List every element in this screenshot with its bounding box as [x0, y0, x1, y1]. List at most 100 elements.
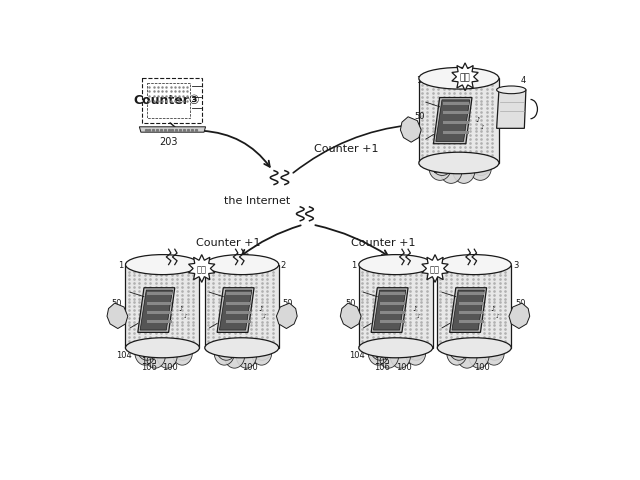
Polygon shape [140, 128, 205, 133]
Ellipse shape [236, 344, 257, 368]
Text: ♪: ♪ [258, 305, 262, 312]
Text: Counter +1: Counter +1 [196, 238, 260, 248]
Polygon shape [359, 265, 433, 348]
Ellipse shape [378, 344, 399, 368]
Text: 100: 100 [396, 362, 412, 372]
Polygon shape [380, 293, 405, 296]
Ellipse shape [359, 338, 433, 358]
Text: 100: 100 [242, 362, 257, 372]
Text: 100: 100 [452, 164, 468, 173]
Ellipse shape [158, 328, 178, 353]
Polygon shape [380, 302, 405, 305]
Text: 100: 100 [163, 362, 178, 372]
Ellipse shape [470, 146, 492, 171]
Polygon shape [459, 302, 484, 305]
Text: 1: 1 [118, 260, 123, 269]
Ellipse shape [125, 255, 200, 275]
Ellipse shape [145, 344, 165, 368]
Ellipse shape [237, 328, 257, 353]
Ellipse shape [405, 340, 426, 365]
Ellipse shape [406, 331, 427, 356]
Polygon shape [227, 311, 251, 314]
Polygon shape [419, 79, 499, 164]
Ellipse shape [135, 340, 155, 365]
Text: ♪: ♪ [476, 116, 481, 122]
Text: 104: 104 [116, 350, 132, 359]
Text: ♪: ♪ [179, 305, 183, 312]
Ellipse shape [365, 331, 385, 356]
Ellipse shape [205, 255, 279, 275]
Polygon shape [143, 79, 202, 124]
Polygon shape [227, 293, 251, 296]
Ellipse shape [442, 144, 464, 168]
Ellipse shape [216, 336, 236, 360]
Ellipse shape [447, 340, 467, 365]
Ellipse shape [370, 336, 390, 360]
Ellipse shape [214, 340, 234, 365]
Ellipse shape [457, 344, 477, 368]
Ellipse shape [497, 87, 526, 95]
Text: 2: 2 [280, 260, 285, 269]
Text: 203: 203 [159, 136, 178, 146]
Polygon shape [205, 265, 279, 348]
Ellipse shape [137, 336, 157, 360]
Ellipse shape [437, 338, 511, 358]
Polygon shape [450, 288, 486, 333]
Ellipse shape [437, 255, 511, 275]
Ellipse shape [470, 328, 490, 353]
Polygon shape [147, 293, 172, 296]
Ellipse shape [468, 344, 489, 368]
Text: ♪: ♪ [412, 305, 417, 312]
Ellipse shape [406, 336, 426, 360]
Polygon shape [147, 84, 190, 119]
Text: 50: 50 [414, 112, 425, 121]
Text: ♪: ♪ [490, 305, 495, 312]
Ellipse shape [458, 328, 479, 353]
Ellipse shape [449, 336, 469, 360]
Text: Counter +1: Counter +1 [314, 144, 379, 153]
Text: ♪: ♪ [183, 313, 187, 318]
Polygon shape [437, 265, 511, 348]
Polygon shape [147, 320, 172, 324]
Text: the Internet: the Internet [224, 196, 291, 205]
Text: 接触: 接触 [460, 73, 470, 82]
Polygon shape [227, 320, 251, 324]
Ellipse shape [225, 344, 244, 368]
Polygon shape [371, 288, 408, 333]
Ellipse shape [157, 344, 177, 368]
Text: 100: 100 [474, 362, 490, 372]
Ellipse shape [484, 340, 504, 365]
Ellipse shape [172, 340, 193, 365]
Text: 50: 50 [283, 298, 293, 307]
Polygon shape [459, 293, 484, 296]
Polygon shape [443, 132, 469, 135]
Ellipse shape [419, 68, 499, 90]
Polygon shape [125, 265, 200, 348]
Ellipse shape [453, 159, 475, 184]
Text: 50: 50 [345, 298, 355, 307]
Polygon shape [140, 290, 172, 330]
Text: ♪: ♪ [417, 313, 420, 318]
Polygon shape [509, 303, 530, 329]
Ellipse shape [454, 144, 476, 168]
Polygon shape [138, 288, 175, 333]
Text: 104: 104 [349, 350, 365, 359]
Ellipse shape [226, 328, 246, 353]
Ellipse shape [205, 338, 279, 358]
Ellipse shape [431, 151, 453, 176]
Polygon shape [459, 311, 484, 314]
Ellipse shape [485, 331, 505, 356]
Text: 4: 4 [520, 76, 525, 85]
Polygon shape [459, 320, 484, 324]
Text: 106: 106 [141, 362, 157, 372]
Text: 105: 105 [432, 160, 448, 169]
Ellipse shape [390, 344, 410, 368]
Text: 50: 50 [515, 298, 525, 307]
Ellipse shape [368, 340, 388, 365]
Text: Counter +1: Counter +1 [351, 238, 415, 248]
Polygon shape [217, 288, 254, 333]
Polygon shape [401, 118, 421, 143]
Text: ♪: ♪ [495, 313, 499, 318]
Ellipse shape [444, 331, 464, 356]
Polygon shape [147, 311, 172, 314]
